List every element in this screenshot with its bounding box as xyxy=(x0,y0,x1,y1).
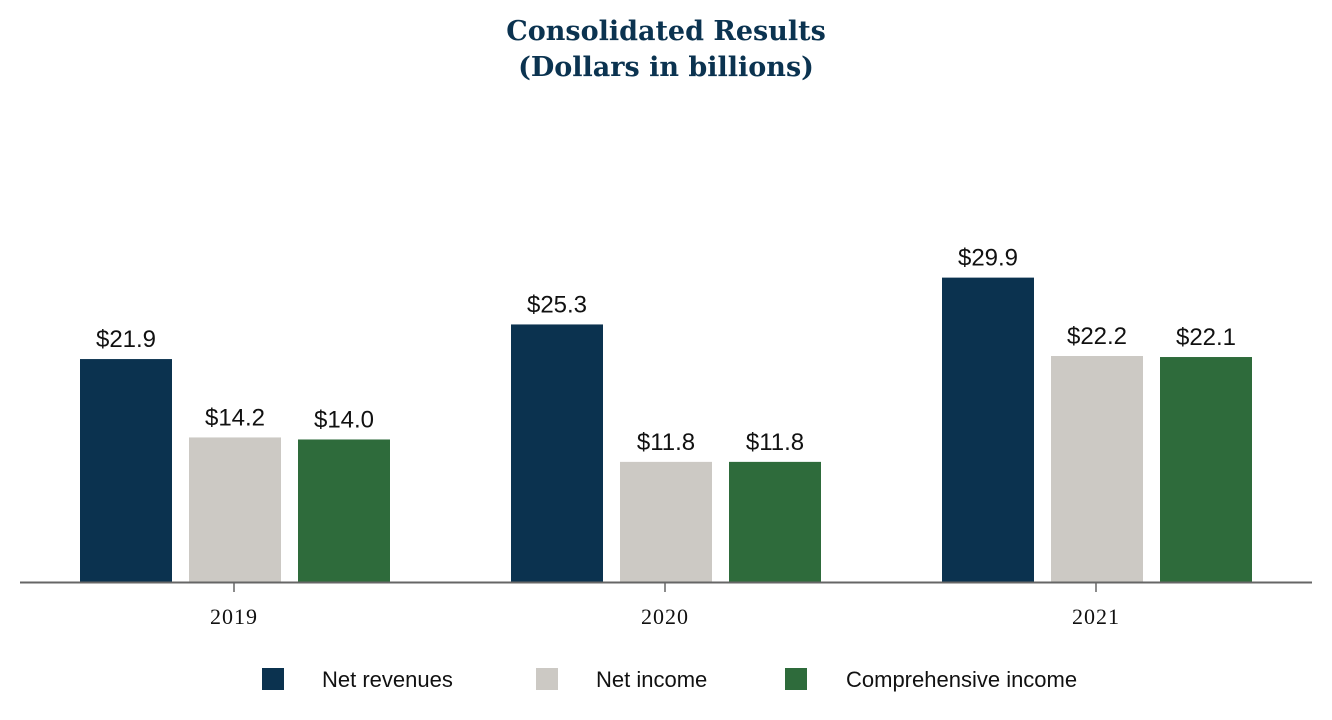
data-label-net-revenues-2021: $29.9 xyxy=(958,245,1018,272)
x-tick-label-2020: 2020 xyxy=(641,604,689,629)
legend-swatch-comprehensive-income xyxy=(785,668,807,690)
bar-comprehensive-income-2020 xyxy=(729,461,821,582)
legend-label-net-revenues: Net revenues xyxy=(322,667,453,692)
bar-net-income-2019 xyxy=(189,437,281,582)
bar-comprehensive-income-2021 xyxy=(1160,357,1252,582)
bar-net-revenues-2019 xyxy=(80,359,172,582)
legend-swatch-net-income xyxy=(536,668,558,690)
data-label-net-income-2020: $11.8 xyxy=(637,429,695,456)
data-label-net-revenues-2020: $25.3 xyxy=(527,291,587,318)
x-tick-label-2019: 2019 xyxy=(210,604,258,629)
legend-swatch-net-revenues xyxy=(262,668,284,690)
bar-net-revenues-2020 xyxy=(511,324,603,582)
bar-net-income-2020 xyxy=(620,461,712,582)
data-label-net-income-2019: $14.2 xyxy=(205,404,265,431)
x-tick-label-2021: 2021 xyxy=(1072,604,1120,629)
bar-comprehensive-income-2019 xyxy=(298,439,390,582)
bar-net-income-2021 xyxy=(1051,356,1143,582)
chart-subtitle: (Dollars in billions) xyxy=(518,52,814,83)
data-label-comprehensive-income-2020: $11.8 xyxy=(746,429,804,456)
plot-area: $21.9 $14.2 $14.0 $25.3 $11.8 $11.8 $29.9 $22.2… xyxy=(20,245,1312,629)
legend-label-comprehensive-income: Comprehensive income xyxy=(846,667,1078,692)
data-label-net-income-2021: $22.2 xyxy=(1067,323,1127,350)
data-label-comprehensive-income-2019: $14.0 xyxy=(314,406,374,433)
data-label-comprehensive-income-2021: $22.1 xyxy=(1176,324,1236,351)
data-label-net-revenues-2019: $21.9 xyxy=(96,326,156,353)
bar-net-revenues-2021 xyxy=(942,277,1034,582)
chart-title: Consolidated Results xyxy=(506,16,826,47)
legend: Net revenues Net income Comprehensive in… xyxy=(0,666,1332,696)
legend-label-net-income: Net income xyxy=(596,667,708,692)
